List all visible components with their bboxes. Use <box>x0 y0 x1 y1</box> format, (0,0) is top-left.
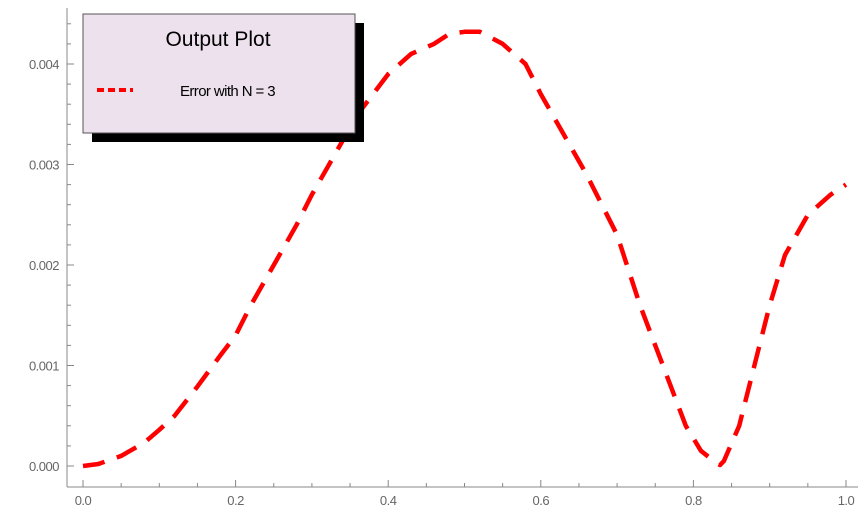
series-lines <box>82 29 848 469</box>
y-tick-label: 0.002 <box>29 258 59 273</box>
error-series-line <box>82 29 848 469</box>
x-tick-label: 0.0 <box>75 493 92 508</box>
legend-title: Output Plot <box>165 28 270 51</box>
legend-entry-label: Error with N = 3 <box>180 83 275 100</box>
axis-ticks: 0.0 0.2 0.4 0.6 0.8 1.0 0.000 0.001 0.002 0.003 0.… <box>29 23 855 508</box>
x-tick-label: 0.8 <box>685 493 702 508</box>
x-tick-label: 0.2 <box>227 493 244 508</box>
y-tick-label: 0.001 <box>29 359 59 374</box>
y-tick-label: 0.003 <box>29 158 59 173</box>
plot-frame <box>66 8 858 488</box>
y-tick-label: 0.004 <box>29 57 59 72</box>
legend-box <box>82 13 356 134</box>
x-tick-label: 0.6 <box>533 493 550 508</box>
x-tick-label: 1.0 <box>838 493 855 508</box>
legend: Output Plot Error with N = 3 <box>82 13 364 142</box>
y-tick-label: 0.000 <box>29 459 59 474</box>
x-tick-label: 0.4 <box>380 493 397 508</box>
